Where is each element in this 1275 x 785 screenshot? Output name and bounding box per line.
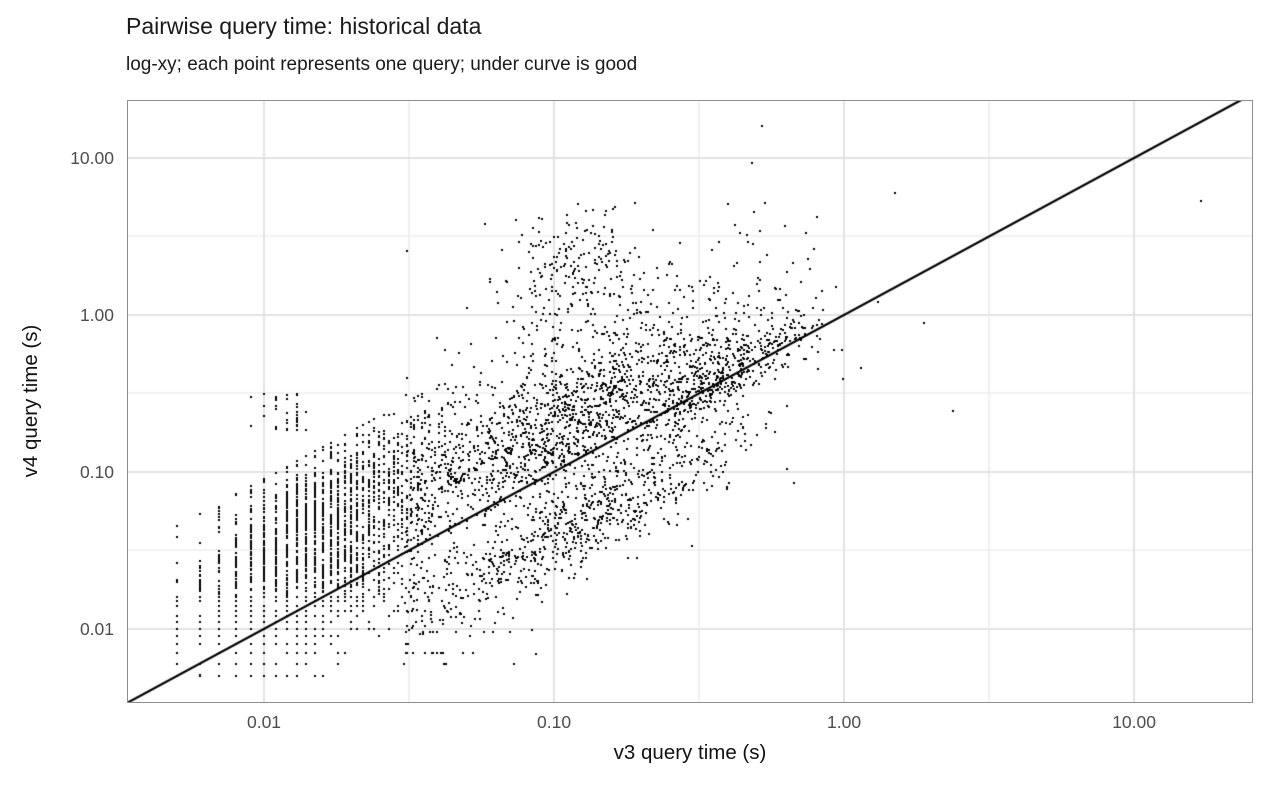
x-tick-label: 0.10 [537, 712, 572, 732]
x-tick-label: 1.00 [827, 712, 862, 732]
chart-subtitle: log-xy; each point represents one query;… [126, 54, 638, 75]
plot-panel [127, 100, 1253, 703]
y-tick-label: 10.00 [70, 147, 114, 168]
y-tick-label: 0.01 [79, 618, 114, 639]
scatter-plot-canvas [127, 100, 1253, 703]
x-tick-label: 0.01 [246, 712, 282, 732]
y-tick-label: 1.00 [79, 304, 114, 325]
y-tick-label: 0.10 [79, 461, 114, 482]
x-axis-label: v3 query time (s) [613, 741, 767, 764]
chart-title: Pairwise query time: historical data [126, 13, 482, 39]
y-axis-label: v4 query time (s) [19, 324, 42, 478]
x-tick-label: 10.00 [1112, 712, 1156, 732]
